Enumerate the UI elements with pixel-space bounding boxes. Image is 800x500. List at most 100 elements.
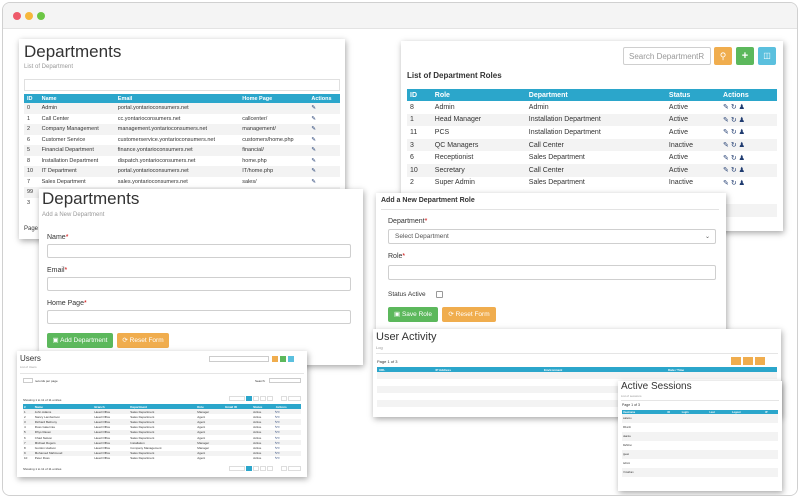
- refresh-icon[interactable]: ↻: [730, 104, 739, 112]
- edit-icon[interactable]: ✎: [723, 154, 731, 162]
- department-select[interactable]: Select Department ⌄: [388, 229, 716, 244]
- save-role-button[interactable]: ▣ Save Role: [388, 307, 438, 322]
- edit-icon[interactable]: ✎: [723, 129, 731, 137]
- close-dot-icon[interactable]: [13, 12, 21, 20]
- user-icon[interactable]: ♟: [738, 154, 745, 162]
- edit-icon[interactable]: ✎↻: [274, 430, 280, 435]
- form-subtitle: Add a New Department: [42, 212, 105, 218]
- cell-email: [224, 440, 253, 446]
- table-search-input[interactable]: [269, 378, 301, 383]
- refresh-icon[interactable]: ↻: [730, 167, 739, 175]
- home-page-label: Home Page*: [47, 300, 87, 307]
- export-button[interactable]: ◫: [758, 47, 776, 65]
- pagination-top[interactable]: [229, 396, 301, 401]
- cell-id: 8: [27, 157, 31, 164]
- home-page-input[interactable]: [47, 310, 351, 324]
- users-subtitle: List of Users: [20, 365, 37, 369]
- edit-icon[interactable]: ✎↻: [274, 456, 280, 461]
- refresh-icon[interactable]: ↻: [730, 142, 739, 150]
- page-size-select[interactable]: [23, 378, 33, 383]
- user-icon[interactable]: ♟: [738, 104, 745, 112]
- cell-name: Call Center: [41, 115, 70, 122]
- reset-form-button[interactable]: ⟳ Reset Form: [117, 333, 169, 348]
- cell-actions: ✎↻: [274, 409, 301, 415]
- cell-branch: Head Office: [93, 429, 130, 435]
- edit-icon[interactable]: ✎: [311, 168, 317, 175]
- add-department-button[interactable]: ▣ Add Department: [47, 333, 113, 348]
- search-input[interactable]: Search DepartmentR: [623, 47, 711, 65]
- cell-detail: [667, 459, 681, 468]
- edit-icon[interactable]: ✎: [723, 167, 731, 175]
- cell-status: Active: [252, 440, 275, 446]
- cell-name: Nancy Lambertson: [34, 414, 60, 419]
- search-button[interactable]: ⚲: [714, 47, 732, 65]
- edit-icon[interactable]: ✎: [311, 147, 317, 154]
- add-button[interactable]: +: [736, 47, 754, 65]
- cell-number: 9: [23, 450, 34, 456]
- edit-icon[interactable]: ✎↻: [274, 435, 280, 440]
- cell-detail: [666, 414, 681, 423]
- cell-status: Active: [253, 445, 262, 450]
- refresh-icon[interactable]: ↻: [730, 116, 739, 124]
- user-icon[interactable]: ♟: [738, 129, 745, 137]
- cell-email: portal.yontarioconsumers.net: [114, 103, 240, 114]
- refresh-icon[interactable]: ↻: [730, 154, 739, 162]
- edit-icon[interactable]: ✎↻: [274, 440, 280, 445]
- cell-actions: ✎↻: [275, 445, 301, 450]
- user-icon[interactable]: ♟: [738, 167, 745, 175]
- users-title: Users: [20, 354, 41, 363]
- role-input[interactable]: [388, 265, 716, 280]
- export-button[interactable]: [288, 356, 294, 362]
- edit-icon[interactable]: ✎: [723, 116, 731, 124]
- cell-department: Sales Department: [130, 456, 155, 461]
- cell-department: Sales Department: [130, 435, 155, 440]
- edit-icon[interactable]: ✎↻: [274, 414, 280, 419]
- refresh-icon[interactable]: ↻: [730, 129, 739, 137]
- cell-home-page: sales/: [242, 178, 257, 185]
- edit-icon[interactable]: ✎: [311, 126, 317, 133]
- search-button[interactable]: [272, 356, 278, 362]
- search-input[interactable]: [209, 356, 269, 362]
- pagination-bottom[interactable]: [229, 466, 301, 471]
- email-input[interactable]: [47, 277, 351, 291]
- edit-icon[interactable]: ✎↻: [274, 409, 280, 414]
- reset-form-button[interactable]: ⟳ Reset Form: [442, 307, 496, 322]
- edit-icon[interactable]: ✎: [311, 178, 317, 185]
- cell-actions: ✎↻: [275, 456, 301, 461]
- toolbar-strip: [24, 79, 340, 91]
- cell-detail: [708, 450, 732, 459]
- maximize-dot-icon[interactable]: [37, 12, 45, 20]
- edit-icon[interactable]: ✎↻: [274, 425, 280, 430]
- add-button[interactable]: [280, 356, 286, 362]
- next-page-button[interactable]: [743, 357, 753, 365]
- prev-page-button[interactable]: [731, 357, 741, 365]
- user-icon[interactable]: ♟: [738, 179, 745, 187]
- edit-icon[interactable]: ✎: [723, 142, 731, 150]
- cell-status: Active: [252, 450, 275, 456]
- edit-icon[interactable]: ✎↻: [274, 419, 280, 424]
- cell-branch: Head Office: [93, 409, 130, 415]
- edit-icon[interactable]: ✎: [311, 157, 317, 164]
- user-icon[interactable]: ♟: [738, 142, 745, 150]
- user-icon[interactable]: ♟: [738, 116, 745, 124]
- cell-department: Call Center: [525, 138, 666, 152]
- minimize-dot-icon[interactable]: [25, 12, 33, 20]
- screens-collage: Departments List of Department ID Name Ema…: [3, 29, 797, 495]
- cell-role: Head Manager: [431, 113, 526, 127]
- edit-icon[interactable]: ✎: [723, 104, 731, 112]
- document-icon: ◫: [763, 51, 771, 60]
- cell-name: John Adams: [33, 409, 94, 415]
- edit-icon[interactable]: ✎: [723, 179, 731, 187]
- cell-id: 7: [27, 178, 31, 185]
- cell-status: Active: [668, 154, 688, 162]
- cell-detail: [681, 459, 709, 468]
- edit-icon[interactable]: ✎: [311, 115, 317, 122]
- refresh-icon[interactable]: ↻: [730, 179, 739, 187]
- name-input[interactable]: [47, 244, 351, 258]
- edit-icon[interactable]: ✎: [311, 136, 317, 143]
- last-page-button[interactable]: [755, 357, 765, 365]
- edit-icon[interactable]: ✎↻: [274, 445, 280, 450]
- edit-icon[interactable]: ✎: [311, 105, 317, 112]
- status-active-checkbox[interactable]: [436, 291, 443, 298]
- edit-icon[interactable]: ✎↻: [274, 451, 280, 456]
